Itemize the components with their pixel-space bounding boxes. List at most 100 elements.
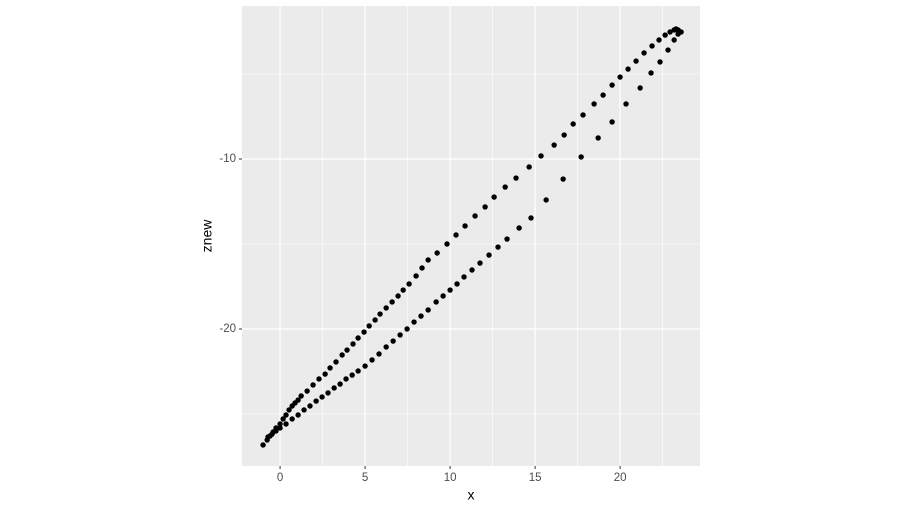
y-tick-label: -20 — [219, 323, 236, 335]
point — [383, 305, 389, 311]
point — [516, 225, 522, 231]
point — [591, 101, 597, 107]
point — [641, 50, 647, 56]
point — [570, 121, 576, 127]
y-tick-label: -10 — [219, 153, 236, 165]
point — [350, 341, 356, 347]
point — [383, 344, 389, 350]
point — [286, 407, 292, 413]
point — [482, 204, 488, 210]
point — [667, 29, 673, 35]
point — [453, 232, 459, 238]
point — [355, 368, 361, 374]
point — [395, 293, 401, 299]
point — [495, 244, 501, 250]
point — [406, 281, 412, 287]
point — [649, 43, 655, 49]
point — [313, 398, 319, 404]
point — [504, 236, 510, 242]
point — [633, 58, 639, 64]
point — [280, 416, 286, 422]
point — [662, 32, 668, 38]
point — [369, 357, 375, 363]
point — [411, 319, 417, 325]
point — [273, 428, 279, 434]
point — [419, 265, 425, 271]
point — [277, 421, 283, 427]
point — [543, 197, 549, 203]
point — [595, 135, 601, 141]
point — [344, 347, 350, 353]
point — [283, 421, 289, 427]
point — [561, 132, 567, 138]
point — [623, 101, 629, 107]
point — [277, 425, 283, 431]
point — [413, 273, 419, 279]
point — [578, 154, 584, 160]
point — [637, 85, 643, 91]
x-tick-label: 20 — [614, 472, 627, 484]
point — [425, 307, 431, 313]
point — [462, 223, 468, 229]
point — [665, 47, 671, 53]
point — [390, 338, 396, 344]
point — [307, 403, 313, 409]
point — [513, 175, 519, 181]
point — [491, 194, 497, 200]
point — [560, 176, 566, 182]
point — [295, 412, 301, 418]
point — [269, 431, 275, 437]
x-axis-title: x — [468, 487, 475, 503]
point — [372, 317, 378, 323]
point — [377, 311, 383, 317]
point — [454, 281, 460, 287]
x-tick-label: 5 — [362, 472, 368, 484]
point — [656, 37, 662, 43]
point — [477, 260, 483, 266]
point — [657, 59, 663, 65]
point — [343, 376, 349, 382]
x-tick-label: 10 — [444, 472, 457, 484]
point — [355, 335, 361, 341]
point — [528, 215, 534, 221]
point — [361, 329, 367, 335]
point — [376, 351, 382, 357]
point — [298, 393, 304, 399]
point — [310, 382, 316, 388]
point — [440, 293, 446, 299]
point — [349, 372, 355, 378]
point — [502, 184, 508, 190]
point — [319, 394, 325, 400]
point — [331, 385, 337, 391]
point — [526, 164, 532, 170]
point — [444, 241, 450, 247]
point — [316, 376, 322, 382]
x-tick-label: 0 — [277, 472, 283, 484]
point — [404, 326, 410, 332]
point — [425, 257, 431, 263]
point — [339, 352, 345, 358]
point — [322, 371, 328, 377]
point — [301, 407, 307, 413]
point — [678, 29, 684, 35]
point — [625, 66, 631, 72]
point — [389, 299, 395, 305]
point — [289, 416, 295, 422]
point — [366, 323, 372, 329]
point — [447, 287, 453, 293]
point — [486, 252, 492, 258]
point — [600, 92, 606, 98]
point — [327, 365, 333, 371]
point — [472, 213, 478, 219]
point — [362, 363, 368, 369]
point — [609, 82, 615, 88]
point — [418, 313, 424, 319]
x-tick-label: 15 — [529, 472, 542, 484]
point — [304, 388, 310, 394]
point — [333, 359, 339, 365]
point — [671, 37, 677, 43]
point — [609, 119, 615, 125]
point — [538, 153, 544, 159]
